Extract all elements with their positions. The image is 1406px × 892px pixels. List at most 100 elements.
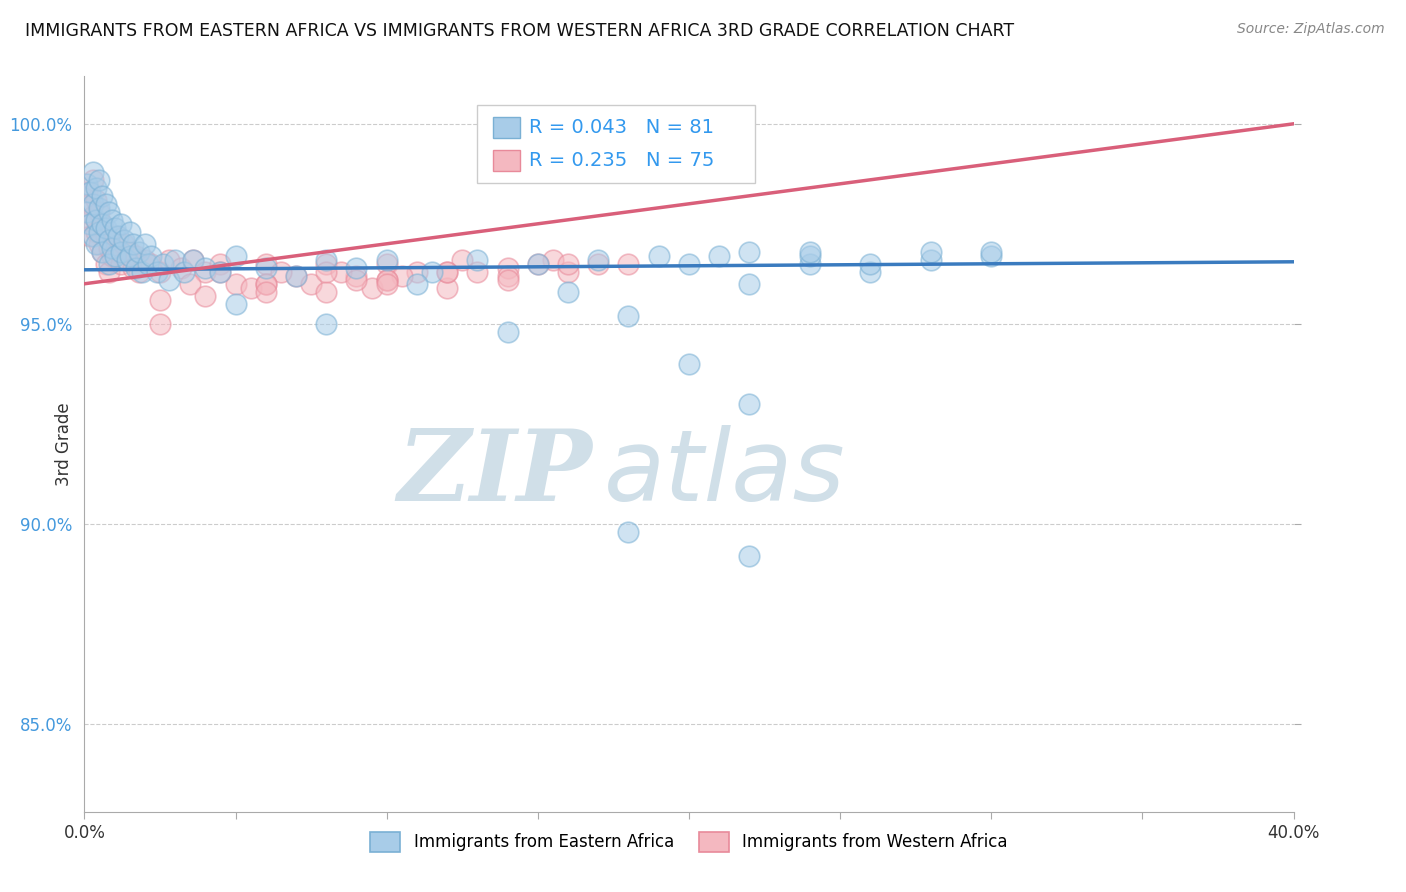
Point — [100, 249, 122, 263]
Point — [152, 257, 174, 271]
Point — [254, 260, 277, 275]
Point — [82, 165, 104, 179]
Point — [110, 244, 132, 259]
Text: R = 0.235   N = 75: R = 0.235 N = 75 — [529, 151, 714, 170]
Point — [97, 257, 120, 271]
Point — [225, 249, 247, 263]
Point — [588, 257, 610, 271]
Point — [467, 265, 489, 279]
Point — [131, 265, 153, 279]
Point — [165, 252, 187, 267]
Point — [86, 193, 108, 207]
Bar — [494, 150, 520, 170]
Point — [194, 265, 217, 279]
Point — [89, 236, 111, 251]
Point — [496, 268, 519, 283]
Point — [346, 260, 368, 275]
Point — [94, 257, 117, 271]
Point — [436, 281, 458, 295]
Point — [920, 252, 942, 267]
Point — [799, 257, 821, 271]
Point — [97, 241, 120, 255]
Point — [110, 257, 132, 271]
Point — [391, 268, 413, 283]
Text: IMMIGRANTS FROM EASTERN AFRICA VS IMMIGRANTS FROM WESTERN AFRICA 3RD GRADE CORRE: IMMIGRANTS FROM EASTERN AFRICA VS IMMIGR… — [25, 22, 1015, 40]
Point — [254, 277, 277, 291]
Point — [738, 244, 761, 259]
Point — [346, 268, 368, 283]
Point — [209, 257, 232, 271]
Point — [980, 244, 1002, 259]
Point — [375, 252, 398, 267]
Point — [799, 249, 821, 263]
Point — [125, 249, 148, 263]
Point — [194, 260, 217, 275]
Point — [254, 257, 277, 271]
Point — [360, 281, 382, 295]
Point — [157, 273, 180, 287]
Bar — [494, 117, 520, 137]
Text: ZIP: ZIP — [398, 425, 592, 522]
Point — [82, 228, 104, 243]
Point — [121, 236, 143, 251]
Point — [648, 249, 671, 263]
Point — [76, 212, 98, 227]
Point — [82, 196, 104, 211]
Point — [678, 257, 700, 271]
Point — [496, 260, 519, 275]
Point — [588, 252, 610, 267]
Point — [315, 265, 337, 279]
Point — [738, 397, 761, 411]
Point — [436, 265, 458, 279]
Point — [86, 181, 108, 195]
Point — [139, 249, 162, 263]
Point — [112, 236, 135, 251]
Point — [125, 260, 148, 275]
Point — [406, 277, 429, 291]
Point — [225, 297, 247, 311]
Point — [149, 317, 172, 331]
Point — [82, 173, 104, 187]
Point — [79, 185, 101, 199]
Point — [315, 257, 337, 271]
Point — [115, 252, 138, 267]
Point — [315, 285, 337, 299]
Point — [104, 220, 127, 235]
Point — [557, 265, 579, 279]
Point — [375, 273, 398, 287]
Point — [496, 273, 519, 287]
Point — [170, 260, 193, 275]
Point — [920, 244, 942, 259]
Point — [315, 252, 337, 267]
Point — [91, 244, 114, 259]
Point — [118, 249, 141, 263]
Point — [738, 277, 761, 291]
Point — [91, 217, 114, 231]
Point — [104, 249, 127, 263]
Point — [107, 244, 129, 259]
Text: Source: ZipAtlas.com: Source: ZipAtlas.com — [1237, 22, 1385, 37]
Point — [496, 325, 519, 339]
Point — [112, 233, 135, 247]
Point — [128, 265, 150, 279]
Point — [375, 273, 398, 287]
Point — [97, 204, 120, 219]
Point — [97, 265, 120, 279]
Point — [79, 196, 101, 211]
Point — [86, 212, 108, 227]
Point — [128, 244, 150, 259]
Point — [94, 220, 117, 235]
Point — [980, 249, 1002, 263]
Point — [134, 236, 156, 251]
Point — [157, 252, 180, 267]
Point — [254, 277, 277, 291]
Point — [557, 285, 579, 299]
Point — [375, 257, 398, 271]
Point — [254, 285, 277, 299]
Point — [94, 228, 117, 243]
Point — [149, 265, 172, 279]
Point — [89, 225, 111, 239]
Y-axis label: 3rd Grade: 3rd Grade — [55, 402, 73, 485]
Point — [76, 185, 98, 199]
Point — [285, 268, 308, 283]
